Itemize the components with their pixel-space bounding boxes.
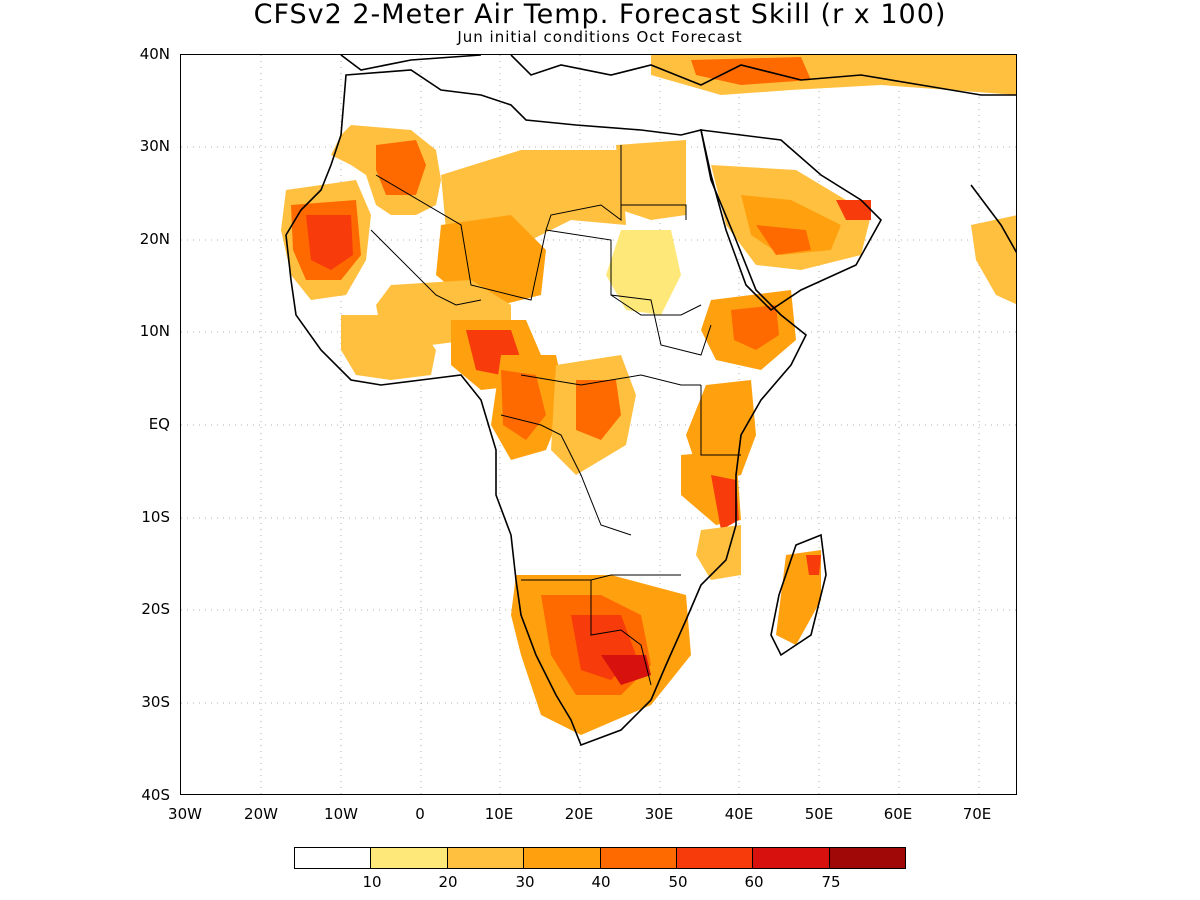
skill-shading xyxy=(281,55,1016,735)
map-panel xyxy=(180,54,1017,795)
europe-coastline xyxy=(340,55,1016,96)
border xyxy=(700,385,741,456)
skill-region xyxy=(606,230,681,315)
lon-label: 30W xyxy=(168,805,202,823)
colorbar-label: 30 xyxy=(515,873,535,891)
skill-region xyxy=(696,525,741,580)
border xyxy=(500,414,632,536)
lon-label: 30E xyxy=(644,805,674,823)
lat-label: 30S xyxy=(141,693,170,711)
skill-region xyxy=(756,225,811,255)
skill-region xyxy=(691,57,811,85)
skill-region xyxy=(806,555,821,575)
skill-region xyxy=(731,305,779,350)
lat-label: 10N xyxy=(139,322,170,340)
colorbar-segment xyxy=(753,848,830,868)
colorbar-segment xyxy=(371,848,448,868)
skill-region xyxy=(341,315,436,380)
colorbar-segment xyxy=(447,848,525,868)
border xyxy=(590,580,652,686)
arabia-coastline xyxy=(699,129,882,312)
skill-region xyxy=(376,140,426,195)
lon-label: 10E xyxy=(484,805,514,823)
colorbar xyxy=(294,847,906,869)
coastlines xyxy=(285,55,1016,747)
lon-label: 70E xyxy=(962,805,992,823)
colorbar-label: 10 xyxy=(362,873,382,891)
skill-region xyxy=(501,370,546,440)
lat-label: 40N xyxy=(139,45,170,63)
lon-label: 20W xyxy=(244,805,278,823)
lon-label: 60E xyxy=(883,805,913,823)
lat-label: 20S xyxy=(141,600,170,618)
colorbar-segment xyxy=(676,848,754,868)
india-coastline xyxy=(970,184,1016,254)
lon-label: 40E xyxy=(724,805,754,823)
map-subtitle: Jun initial conditions Oct Forecast xyxy=(457,28,743,46)
skill-region xyxy=(971,215,1016,305)
country-borders xyxy=(370,145,741,686)
border xyxy=(545,229,712,356)
skill-region xyxy=(601,655,651,685)
border xyxy=(520,374,701,386)
africa-coastline xyxy=(285,69,808,747)
skill-region xyxy=(616,140,686,220)
colorbar-segment xyxy=(524,848,601,868)
skill-region xyxy=(711,475,739,530)
lon-label: 10W xyxy=(324,805,358,823)
border xyxy=(370,229,482,306)
lat-label: 20N xyxy=(139,230,170,248)
lon-label: 0 xyxy=(415,805,425,823)
border xyxy=(610,294,702,316)
lat-label: 40S xyxy=(141,786,170,804)
colorbar-label: 40 xyxy=(591,873,611,891)
colorbar-label: 60 xyxy=(744,873,764,891)
skill-region xyxy=(306,215,353,270)
border xyxy=(621,204,687,220)
colorbar-segment xyxy=(829,848,905,868)
colorbar-label: 75 xyxy=(821,873,841,891)
lon-label: 20E xyxy=(564,805,594,823)
skill-region xyxy=(576,380,621,440)
map-title: CFSv2 2-Meter Air Temp. Forecast Skill (… xyxy=(253,0,947,30)
lat-label: 10S xyxy=(141,508,170,526)
colorbar-label: 20 xyxy=(438,873,458,891)
colorbar-segment xyxy=(295,848,372,868)
colorbar-label: 50 xyxy=(668,873,688,891)
border xyxy=(521,574,681,581)
africa-skill-map xyxy=(181,55,1016,794)
lon-label: 50E xyxy=(804,805,834,823)
lat-label: 30N xyxy=(139,137,170,155)
skill-region xyxy=(836,200,871,220)
lat-label: EQ xyxy=(148,415,170,433)
madagascar-coastline xyxy=(770,533,827,657)
colorbar-segment xyxy=(600,848,677,868)
